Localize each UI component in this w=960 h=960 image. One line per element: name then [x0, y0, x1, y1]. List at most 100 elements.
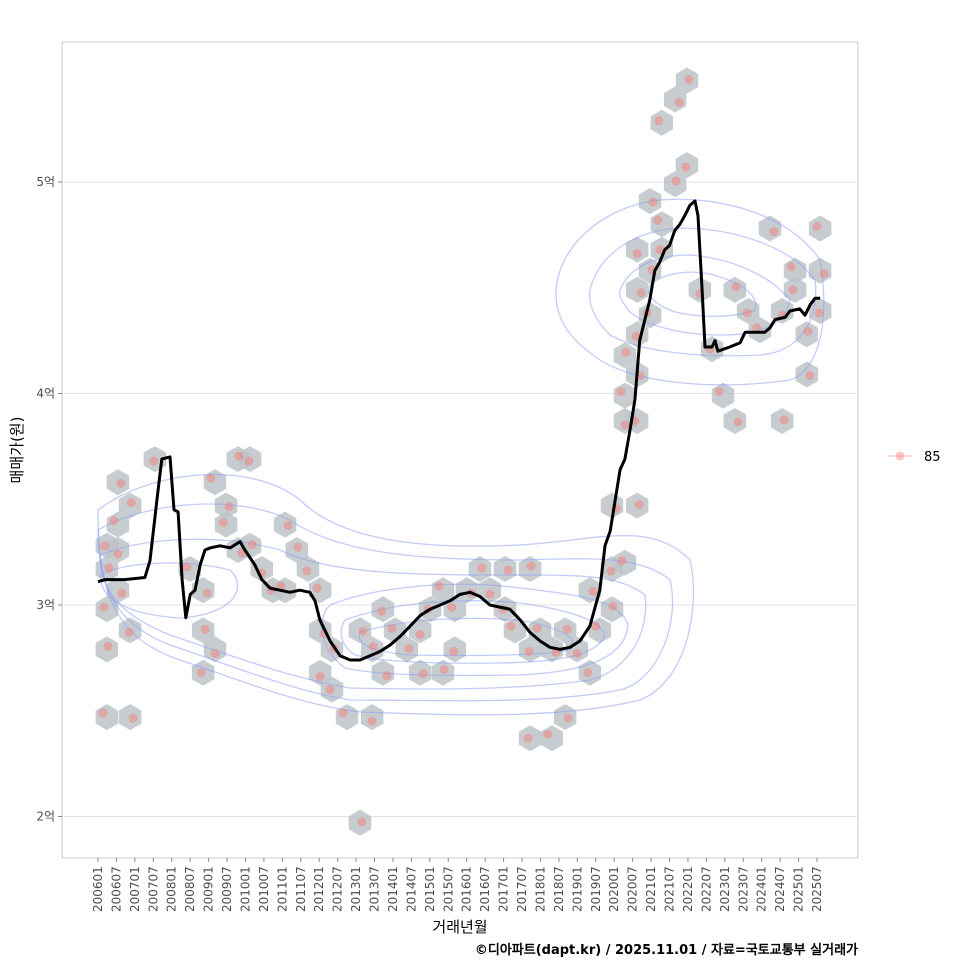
data-point — [608, 601, 618, 611]
hexbin — [723, 276, 747, 303]
x-tick-label: 202401 — [755, 866, 769, 912]
data-point — [631, 331, 641, 341]
data-point — [224, 502, 234, 512]
hexbin — [540, 636, 564, 663]
data-point — [636, 288, 646, 298]
hexbin — [118, 492, 142, 519]
hexbin — [675, 67, 699, 94]
x-tick-label: 202307 — [736, 866, 750, 912]
data-point — [377, 606, 387, 616]
x-tick-label: 202101 — [644, 866, 658, 912]
hexbin — [408, 617, 432, 644]
x-tick-label: 202007 — [626, 866, 640, 912]
data-point — [338, 708, 348, 718]
hexbin — [238, 532, 262, 559]
hexbin — [613, 549, 637, 576]
hexbin — [518, 725, 542, 752]
x-tick-label: 201701 — [497, 866, 511, 912]
hexbin — [348, 809, 372, 836]
data-point — [368, 641, 378, 651]
hexbin — [650, 109, 674, 136]
x-tick-label: 201707 — [515, 866, 529, 912]
x-tick-label: 201801 — [533, 866, 547, 912]
x-tick-label: 201807 — [552, 866, 566, 912]
hexbin — [214, 511, 238, 538]
data-point — [387, 623, 397, 633]
data-point — [606, 566, 616, 576]
density-contour — [589, 227, 817, 357]
data-point — [819, 269, 829, 279]
hexbin — [795, 361, 819, 388]
price-trend-line — [97, 199, 821, 662]
density-contour — [97, 503, 674, 702]
data-point — [752, 323, 762, 333]
data-point — [621, 347, 631, 357]
data-point — [814, 308, 824, 318]
hexbin — [613, 382, 637, 409]
hexbin — [795, 321, 819, 348]
data-point — [714, 387, 724, 397]
data-point — [109, 516, 119, 526]
data-point — [315, 672, 325, 682]
data-point — [526, 561, 536, 571]
data-point — [655, 245, 665, 255]
density-contour — [358, 617, 574, 657]
hexbin — [478, 577, 502, 604]
hexbin — [106, 469, 130, 496]
gridlines — [62, 181, 858, 817]
y-axis: 2억 3억 4억 5억 — [36, 175, 62, 824]
x-tick-label: 201001 — [238, 866, 252, 912]
hexbin — [675, 152, 699, 179]
data-point — [358, 626, 368, 636]
x-tick-label: 202407 — [773, 866, 787, 912]
hexbin — [625, 276, 649, 303]
x-tick-label: 200901 — [202, 866, 216, 912]
data-point — [779, 415, 789, 425]
data-point — [382, 671, 392, 681]
x-tick-label: 201607 — [478, 866, 492, 912]
hexbin — [178, 556, 202, 582]
data-point — [620, 420, 630, 430]
data-point — [100, 541, 110, 551]
x-tick-label: 200807 — [183, 866, 197, 912]
data-point — [803, 326, 813, 336]
x-tick-label: 201501 — [423, 866, 437, 912]
data-point — [632, 249, 642, 259]
hexbin — [95, 636, 119, 663]
x-tick-label: 202501 — [792, 866, 806, 912]
data-point — [653, 215, 663, 225]
data-point — [200, 624, 210, 634]
data-point — [283, 521, 293, 531]
y-tick-label: 5억 — [36, 175, 55, 189]
hexbin — [408, 659, 432, 686]
data-point — [684, 74, 694, 84]
data-point — [733, 417, 743, 427]
data-point — [128, 713, 138, 723]
hexbin — [613, 342, 637, 369]
y-tick-label: 4억 — [36, 387, 55, 401]
data-point — [588, 586, 598, 596]
data-point — [234, 451, 244, 461]
data-point — [788, 285, 798, 295]
data-point — [583, 668, 593, 678]
x-tick-label: 201107 — [294, 866, 308, 912]
x-tick-label: 201201 — [312, 866, 326, 912]
hexbin — [578, 577, 602, 604]
hexbin — [308, 617, 332, 644]
hexbin — [663, 171, 687, 198]
data-point — [98, 708, 108, 718]
hexbin — [203, 469, 227, 496]
hexbin-layer — [95, 67, 832, 836]
data-point — [812, 222, 822, 232]
hexbin — [588, 617, 612, 644]
y-tick-label: 3억 — [36, 598, 55, 612]
hexbin — [663, 86, 687, 113]
data-point — [769, 227, 779, 237]
density-contour — [99, 538, 647, 690]
data-point — [99, 602, 109, 612]
density-contour — [648, 271, 757, 317]
hexbin — [600, 492, 624, 519]
data-point — [206, 473, 216, 483]
x-tick-label: 201401 — [386, 866, 400, 912]
